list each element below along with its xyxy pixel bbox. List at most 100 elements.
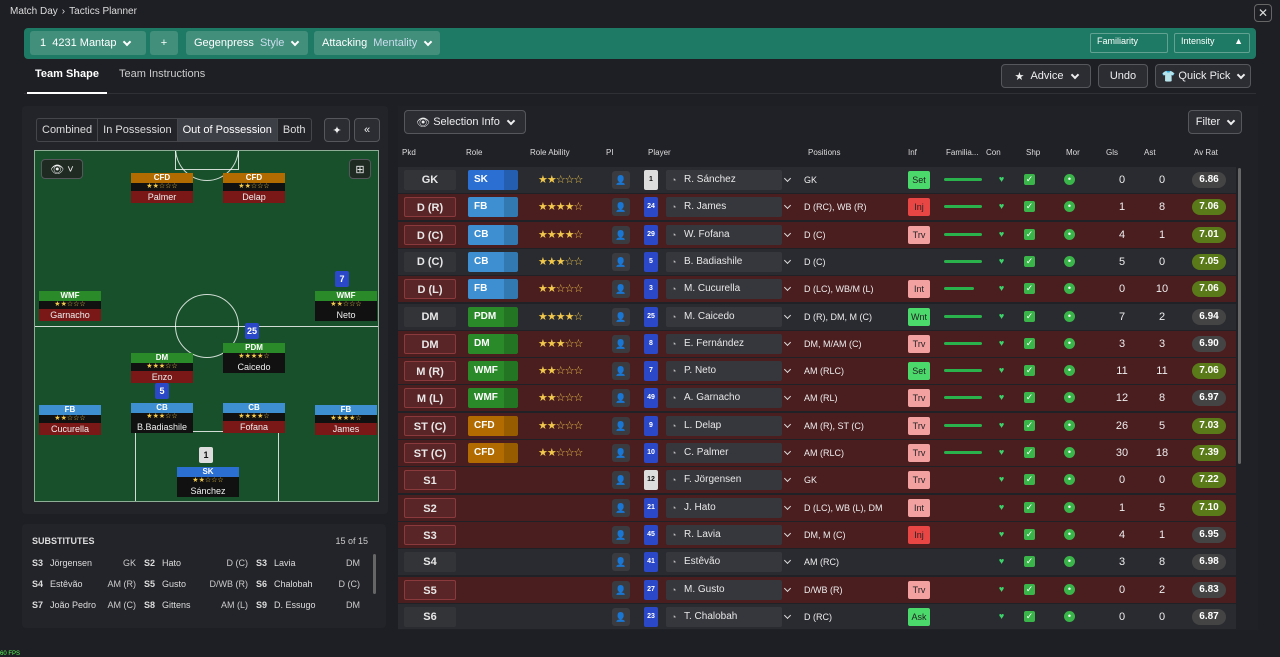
player-name[interactable]: M. Caicedo — [666, 306, 782, 327]
player-instructions-icon[interactable]: 👤 — [612, 498, 630, 517]
column-header[interactable]: Player — [648, 148, 671, 157]
substitute-item[interactable]: S3 Lavia DM — [256, 556, 360, 570]
player-name[interactable]: J. Hato — [666, 497, 782, 518]
pitch-player-card[interactable]: WMF ★★☆☆☆ Neto — [315, 291, 377, 321]
role-select[interactable]: WMF — [468, 361, 518, 382]
player-instructions-icon[interactable]: 👤 — [612, 607, 630, 626]
tab-team-shape[interactable]: Team Shape — [27, 68, 107, 94]
chevron-down-icon[interactable] — [783, 557, 792, 565]
table-row[interactable]: GK SK ★★☆☆☆ 👤 1 R. Sánchez GK Set ♥ ✓ • 0 0 6.86 — [398, 167, 1236, 193]
picked-position[interactable]: S2 — [404, 497, 456, 518]
visibility-toggle[interactable]: 👁 ˅ — [41, 159, 83, 179]
role-select[interactable]: SK — [468, 170, 518, 190]
chevron-down-icon[interactable] — [783, 256, 792, 264]
pitch-player-card[interactable]: DM ★★★☆☆ Enzo — [131, 353, 193, 383]
pitch-player-card[interactable]: CFD ★★☆☆☆ Delap — [223, 173, 285, 203]
advice-button[interactable]: ★ Advice — [1001, 64, 1091, 88]
chevron-down-icon[interactable] — [783, 284, 792, 292]
table-row[interactable]: M (L) WMF ★★☆☆☆ 👤 49 A. Garnacho AM (RL) Trv ♥ ✓ •… — [398, 385, 1236, 412]
player-name[interactable]: P. Neto — [666, 361, 782, 382]
substitute-item[interactable]: S4 Estêvão AM (R) — [32, 577, 136, 591]
picked-position[interactable]: D (C) — [404, 251, 456, 272]
table-row[interactable]: D (L) FB ★★☆☆☆ 👤 3 M. Cucurella D (LC), WB/M (… — [398, 276, 1236, 303]
picked-position[interactable]: ST (C) — [404, 443, 456, 463]
pitch-player-card[interactable]: FB ★★★★☆ James — [315, 405, 377, 435]
table-row[interactable]: M (R) WMF ★★☆☆☆ 👤 7 P. Neto AM (RLC) Set ♥ ✓ • 11 11… — [398, 358, 1236, 385]
pin-icon[interactable]: ✦ — [324, 118, 350, 142]
picked-position[interactable]: S6 — [404, 606, 456, 627]
pitch-player-card[interactable]: FB ★★☆☆☆ Cucurella — [39, 405, 101, 435]
role-select[interactable]: CB — [468, 251, 518, 272]
role-select[interactable]: CFD — [468, 443, 518, 463]
substitute-item[interactable]: S9 D. Essugo DM — [256, 598, 360, 612]
pitch-player-card[interactable]: CFD ★★☆☆☆ Palmer — [131, 173, 193, 203]
role-select[interactable]: CB — [468, 224, 518, 245]
player-instructions-icon[interactable]: 👤 — [612, 198, 630, 217]
column-header[interactable]: Role Ability — [530, 148, 570, 157]
picked-position[interactable]: D (L) — [404, 279, 456, 300]
column-header[interactable]: Ast — [1144, 148, 1156, 157]
chevron-down-icon[interactable] — [783, 420, 792, 428]
player-name[interactable]: M. Gusto — [666, 579, 782, 600]
player-name[interactable]: F. Jörgensen — [666, 470, 782, 491]
player-name[interactable]: L. Delap — [666, 415, 782, 436]
picked-position[interactable]: S3 — [404, 524, 456, 545]
column-header[interactable]: Positions — [808, 148, 841, 157]
player-instructions-icon[interactable]: 👤 — [612, 225, 630, 244]
collapse-icon[interactable]: « — [354, 118, 380, 142]
role-select[interactable]: PDM — [468, 306, 518, 327]
breadcrumb-parent[interactable]: Match Day — [10, 6, 58, 17]
picked-position[interactable]: M (L) — [404, 388, 456, 409]
view-combined[interactable]: Combined — [37, 119, 99, 141]
chevron-down-icon[interactable] — [783, 529, 792, 537]
table-row[interactable]: S4 👤 41 Estêvão AM (RC) ♥ ✓ • 3 8 6.98 — [398, 549, 1236, 576]
undo-button[interactable]: Undo — [1098, 64, 1148, 88]
player-name[interactable]: R. James — [666, 197, 782, 218]
scrollbar[interactable] — [373, 554, 376, 594]
player-instructions-icon[interactable]: 👤 — [612, 553, 630, 572]
pitch-player-card[interactable]: WMF ★★☆☆☆ Garnacho — [39, 291, 101, 321]
role-select[interactable]: DM — [468, 333, 518, 354]
table-row[interactable]: S6 👤 23 T. Chalobah D (RC) Ask ♥ ✓ • 0 0 6.87 — [398, 603, 1236, 629]
substitute-item[interactable]: S5 Gusto D/WB (R) — [144, 577, 248, 591]
chevron-down-icon[interactable] — [783, 202, 792, 210]
table-row[interactable]: D (R) FB ★★★★☆ 👤 24 R. James D (RC), WB (R) Inj… — [398, 194, 1236, 221]
formation-select[interactable]: 1 4231 Mantap — [30, 31, 146, 55]
view-both[interactable]: Both — [282, 124, 306, 136]
chevron-down-icon[interactable] — [783, 311, 792, 319]
role-select[interactable]: CFD — [468, 415, 518, 436]
table-row[interactable]: D (C) CB ★★★★☆ 👤 29 W. Fofana D (C) Trv ♥ ✓ • 4 1 7.0… — [398, 221, 1236, 248]
substitute-item[interactable]: S3 Jörgensen GK — [32, 556, 136, 570]
substitute-item[interactable]: S6 Chalobah D (C) — [256, 577, 360, 591]
table-row[interactable]: ST (C) CFD ★★☆☆☆ 👤 10 C. Palmer AM (RLC) Trv ♥ ✓ •… — [398, 440, 1236, 466]
chevron-down-icon[interactable] — [783, 502, 792, 510]
tab-team-instructions[interactable]: Team Instructions — [119, 68, 206, 80]
player-instructions-icon[interactable]: 👤 — [612, 252, 630, 271]
close-icon[interactable]: ✕ — [1254, 4, 1272, 22]
column-header[interactable]: Pkd — [402, 148, 416, 157]
player-instructions-icon[interactable]: 👤 — [612, 471, 630, 490]
substitute-item[interactable]: S8 Gittens AM (L) — [144, 598, 248, 612]
player-name[interactable]: R. Sánchez — [666, 170, 782, 190]
quick-pick-button[interactable]: 👕 Quick Pick — [1155, 64, 1251, 88]
grid-icon[interactable]: ⊞ — [349, 159, 371, 179]
table-scrollbar[interactable] — [1238, 168, 1241, 464]
picked-position[interactable]: M (R) — [404, 361, 456, 382]
pitch-player-card[interactable]: PDM ★★★★☆ Caicedo — [223, 343, 285, 373]
add-tactic-button[interactable]: + — [150, 31, 178, 55]
style-select[interactable]: Gegenpress Style — [186, 31, 308, 55]
player-name[interactable]: T. Chalobah — [666, 606, 782, 627]
player-name[interactable]: W. Fofana — [666, 224, 782, 245]
role-select[interactable]: FB — [468, 279, 518, 300]
player-name[interactable]: M. Cucurella — [666, 279, 782, 300]
player-instructions-icon[interactable]: 👤 — [612, 334, 630, 353]
chevron-down-icon[interactable] — [783, 393, 792, 401]
picked-position[interactable]: D (C) — [404, 224, 456, 245]
table-row[interactable]: D (C) CB ★★★☆☆ 👤 5 B. Badiashile D (C) ♥ ✓ • 5 0 7.0… — [398, 248, 1236, 275]
chevron-down-icon[interactable] — [783, 584, 792, 592]
role-select[interactable]: WMF — [468, 388, 518, 409]
familiarity-meter[interactable]: Familiarity — [1090, 33, 1168, 53]
chevron-down-icon[interactable] — [783, 447, 792, 456]
chevron-down-icon[interactable] — [783, 611, 792, 619]
column-header[interactable]: Inf — [908, 148, 917, 157]
